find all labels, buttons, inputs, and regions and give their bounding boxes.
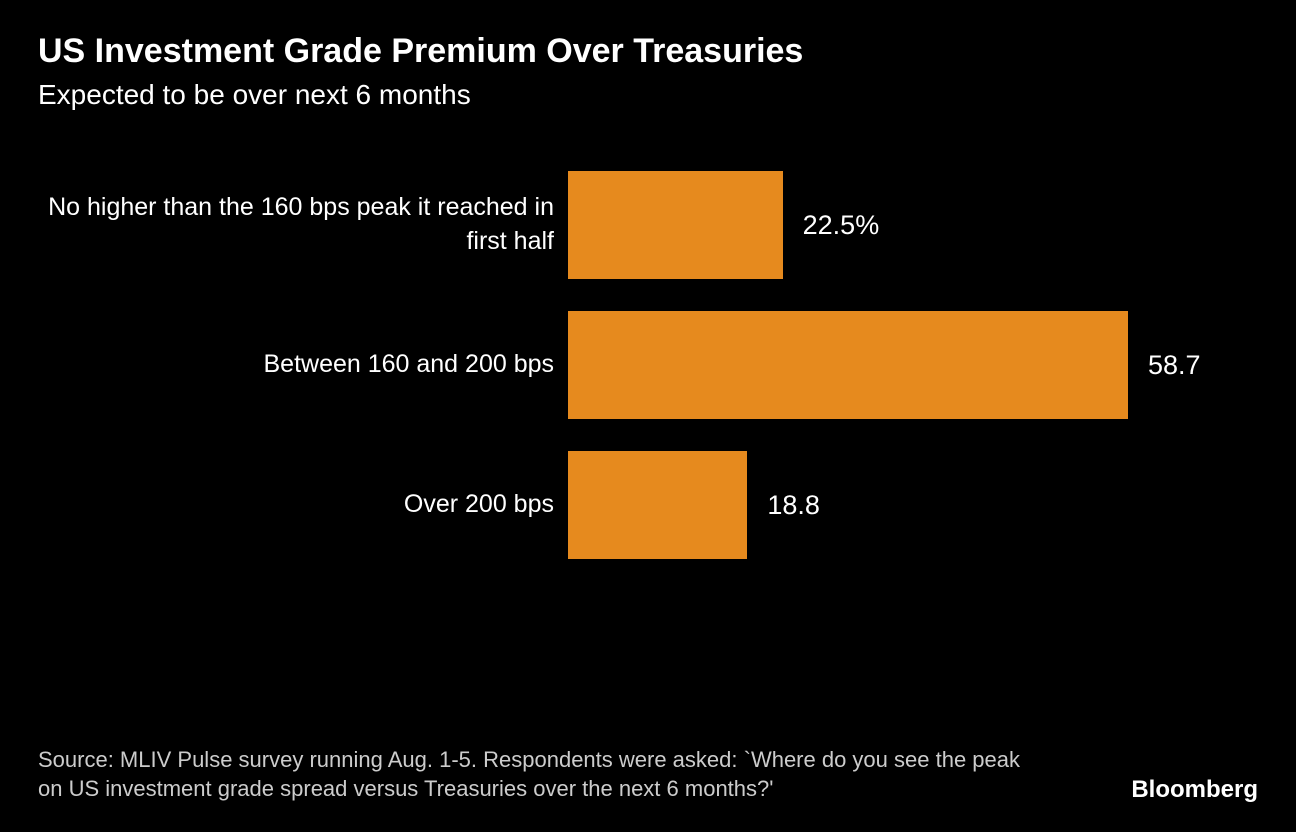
- bar: [568, 451, 747, 559]
- brand-logo: Bloomberg: [1131, 776, 1258, 804]
- footer: Source: MLIV Pulse survey running Aug. 1…: [38, 745, 1258, 804]
- bar: [568, 311, 1128, 419]
- chart-subtitle: Expected to be over next 6 months: [38, 79, 1258, 111]
- bar-row: Between 160 and 200 bps 58.7: [38, 311, 1258, 419]
- bar-value: 18.8: [767, 490, 820, 521]
- chart-title: US Investment Grade Premium Over Treasur…: [38, 32, 1258, 71]
- bar-row: No higher than the 160 bps peak it reach…: [38, 171, 1258, 279]
- source-text: Source: MLIV Pulse survey running Aug. 1…: [38, 745, 1038, 804]
- bar-label: Over 200 bps: [38, 488, 568, 522]
- bar-label: Between 160 and 200 bps: [38, 348, 568, 382]
- bar-container: 22.5%: [568, 171, 1258, 279]
- bar: [568, 171, 783, 279]
- bar-value: 22.5%: [803, 210, 880, 241]
- chart-area: No higher than the 160 bps peak it reach…: [38, 171, 1258, 559]
- bar-label: No higher than the 160 bps peak it reach…: [38, 191, 568, 259]
- bar-container: 58.7: [568, 311, 1258, 419]
- bar-value: 58.7: [1148, 350, 1201, 381]
- bar-row: Over 200 bps 18.8: [38, 451, 1258, 559]
- bar-container: 18.8: [568, 451, 1258, 559]
